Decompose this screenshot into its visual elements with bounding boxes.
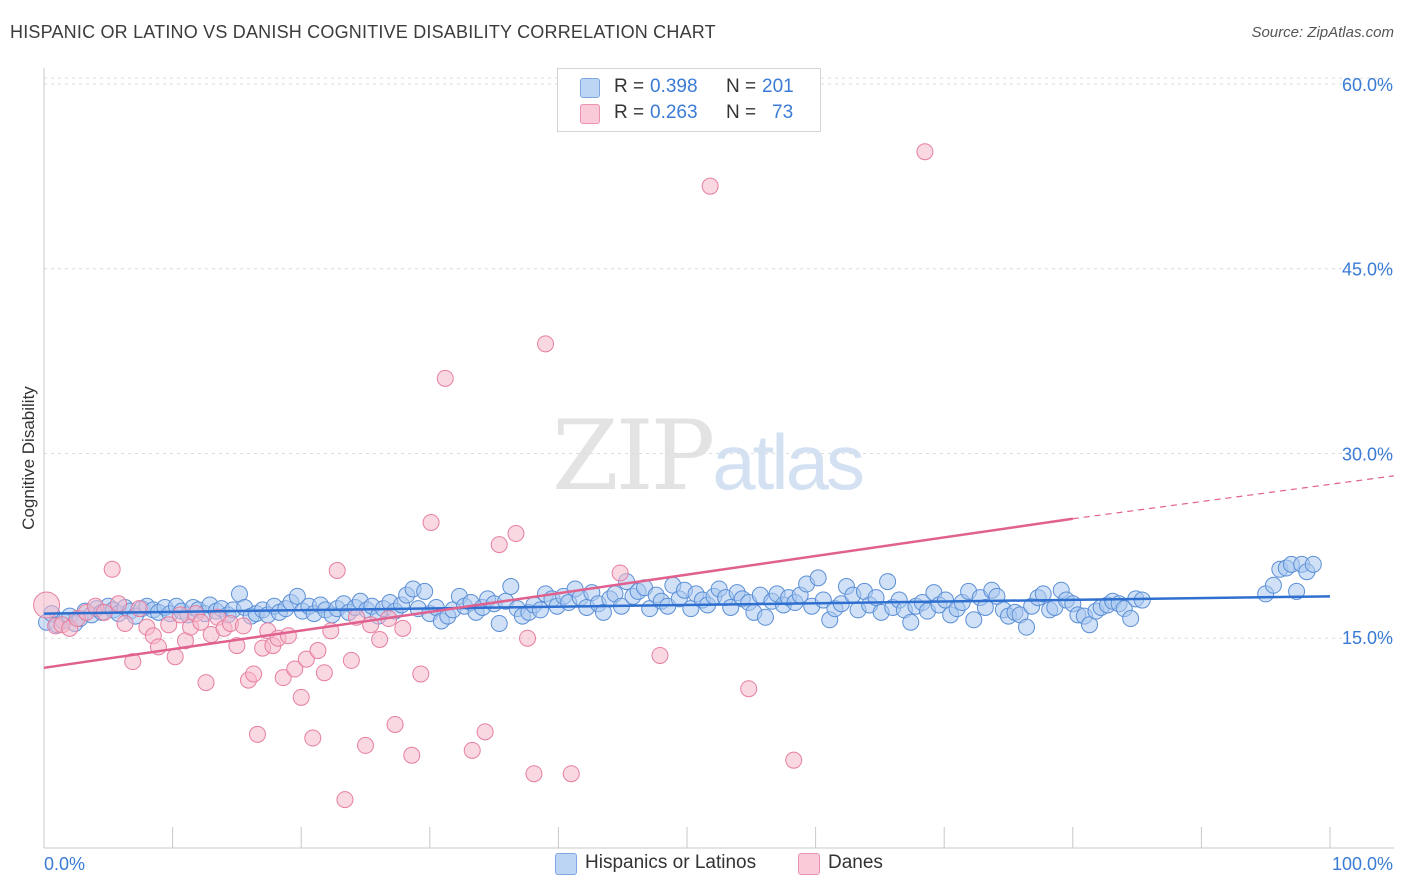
data-point-danes (297, 650, 315, 668)
data-point-hispanics (1304, 555, 1322, 573)
data-point-danes (476, 723, 494, 741)
data-point-danes (274, 669, 292, 687)
data-point-danes (785, 751, 803, 769)
legend-n-value: 201 (762, 76, 794, 97)
data-point-danes (197, 674, 215, 692)
data-point-danes (315, 664, 333, 682)
data-point-hispanics (756, 608, 774, 626)
data-point-danes (116, 614, 134, 632)
data-point-hispanics (502, 578, 520, 596)
bottom-legend-label: Hispanics or Latinos (585, 852, 757, 873)
y-tick-label: 30.0% (1342, 444, 1393, 464)
legend-r-label: R = (614, 102, 645, 123)
data-point-danes (124, 653, 142, 671)
data-point-danes (386, 715, 404, 733)
data-point-danes (403, 746, 421, 764)
data-point-hispanics (416, 582, 434, 600)
y-axis-title: Cognitive Disability (19, 386, 38, 530)
bottom-legend-swatch-blue (555, 853, 577, 875)
data-point-hispanics (879, 573, 897, 591)
data-point-danes (507, 525, 525, 543)
data-point-danes (525, 765, 543, 783)
y-tick-label: 60.0% (1342, 75, 1393, 95)
legend-swatch-blue (580, 78, 600, 98)
source-label: Source: ZipAtlas.com (1251, 24, 1394, 41)
data-point-hispanics (809, 569, 827, 587)
data-point-hispanics (1122, 610, 1140, 628)
legend-r-label: R = (614, 76, 645, 97)
data-point-danes (245, 665, 263, 683)
data-point-danes (422, 513, 440, 531)
trend-line-hispanics (43, 595, 1331, 615)
data-point-danes (166, 648, 184, 666)
data-point-danes (160, 616, 178, 634)
data-point-danes (342, 651, 360, 669)
data-point-danes (701, 177, 719, 195)
data-point-hispanics (490, 614, 508, 632)
watermark-zip: ZIP (552, 400, 715, 512)
data-point-hispanics (936, 591, 954, 609)
legend-r-value: 0.263 (650, 102, 698, 123)
data-point-danes (234, 617, 252, 635)
data-point-danes (394, 619, 412, 637)
data-point-danes (336, 791, 354, 809)
chart-title: HISPANIC OR LATINO VS DANISH COGNITIVE D… (10, 22, 716, 42)
data-point-danes (328, 561, 346, 579)
data-point-danes (248, 725, 266, 743)
watermark: ZIPatlas (552, 400, 865, 512)
x-tick-label: 0.0% (44, 854, 85, 874)
data-point-danes (192, 613, 210, 631)
tick-labels: 15.0% 30.0% 45.0% 60.0% 0.0% 100.0% Cognitive … (19, 75, 1393, 874)
data-point-danes (309, 642, 327, 660)
data-point-danes (130, 600, 148, 618)
data-point-danes (371, 630, 389, 648)
data-point-danes (490, 536, 508, 554)
watermark-atlas: atlas (712, 418, 865, 506)
data-point-danes (519, 629, 537, 647)
data-point-hispanics (976, 598, 994, 616)
data-point-danes (412, 665, 430, 683)
axes (43, 68, 1394, 849)
y-tick-label: 15.0% (1342, 628, 1393, 648)
data-point-danes (562, 765, 580, 783)
gridlines (44, 77, 1394, 639)
data-point-danes (304, 729, 322, 747)
y-tick-label: 45.0% (1342, 260, 1393, 280)
data-point-danes (463, 741, 481, 759)
trend-line-danes (43, 517, 1073, 670)
series-danes-points (33, 143, 934, 809)
legend-n-value: 73 (772, 102, 794, 123)
legend-n-label: N = (726, 76, 757, 97)
legend-swatch-pink (580, 104, 600, 124)
data-point-danes (357, 736, 374, 754)
x-tick-label: 100.0% (1332, 854, 1393, 874)
data-point-danes (916, 143, 934, 161)
data-point-hispanics (1018, 618, 1036, 636)
data-point-hispanics (902, 613, 920, 631)
bottom-legend-label: Danes (828, 852, 883, 873)
legend-r-value: 0.398 (650, 76, 698, 97)
data-point-danes (611, 564, 629, 582)
data-point-hispanics (1034, 585, 1052, 603)
legend-n-label: N = (726, 102, 757, 123)
bottom-legend-swatch-pink (798, 853, 820, 875)
data-point-hispanics (1288, 582, 1306, 600)
data-point-danes (537, 335, 555, 353)
data-point-danes (651, 646, 669, 664)
data-point-danes (33, 591, 61, 619)
data-point-danes (110, 595, 128, 613)
data-point-hispanics (288, 587, 306, 605)
correlation-legend: R = 0.398 N = 201 R = 0.263 N = 73 (557, 68, 821, 132)
data-point-danes (103, 560, 121, 578)
data-point-hispanics (965, 611, 983, 629)
data-point-danes (279, 627, 297, 645)
data-point-danes (286, 660, 304, 678)
trend-line-danes-extension (1072, 475, 1395, 520)
data-point-danes (292, 688, 310, 706)
data-point-danes (436, 369, 454, 387)
trend-lines (43, 475, 1395, 670)
data-point-danes (740, 680, 758, 698)
data-point-hispanics (1264, 576, 1282, 594)
